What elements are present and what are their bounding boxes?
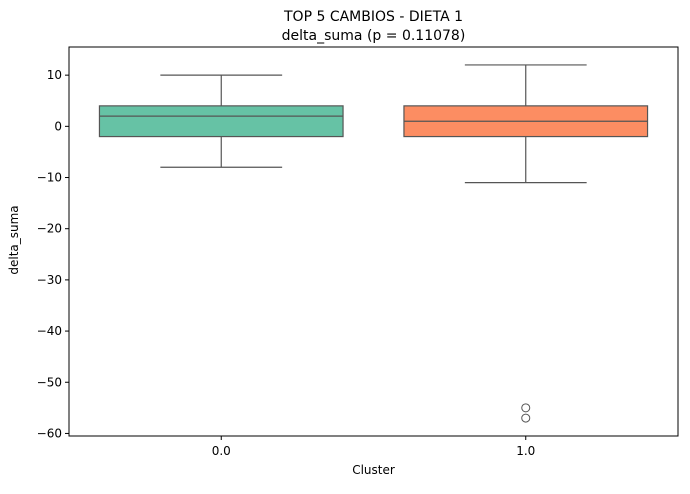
y-tick-label: −60 [37, 426, 62, 440]
y-tick-label: 10 [47, 68, 62, 82]
x-axis-label: Cluster [352, 463, 395, 477]
y-tick-label: −10 [37, 171, 62, 185]
y-tick-label: −50 [37, 375, 62, 389]
outlier-point [521, 413, 531, 423]
chart-title-line2: delta_suma (p = 0.11078) [282, 28, 466, 44]
x-tick-label: 1.0 [516, 444, 535, 458]
y-axis-label: delta_suma [7, 205, 21, 274]
y-tick-label: −30 [37, 273, 62, 287]
outlier-point [521, 403, 531, 413]
box-0.0 [98, 105, 344, 138]
chart-title-line1: TOP 5 CAMBIOS - DIETA 1 [283, 9, 463, 25]
plot-frame [68, 46, 679, 437]
y-tick-label: −20 [37, 222, 62, 236]
y-tick-label: 0 [54, 119, 62, 133]
y-tick-label: −40 [37, 324, 62, 338]
plot-area: 10 0 −10 −20 −30 −40 −50 −60 0.0 1.0 [37, 46, 679, 458]
x-tick-label: 0.0 [212, 444, 231, 458]
